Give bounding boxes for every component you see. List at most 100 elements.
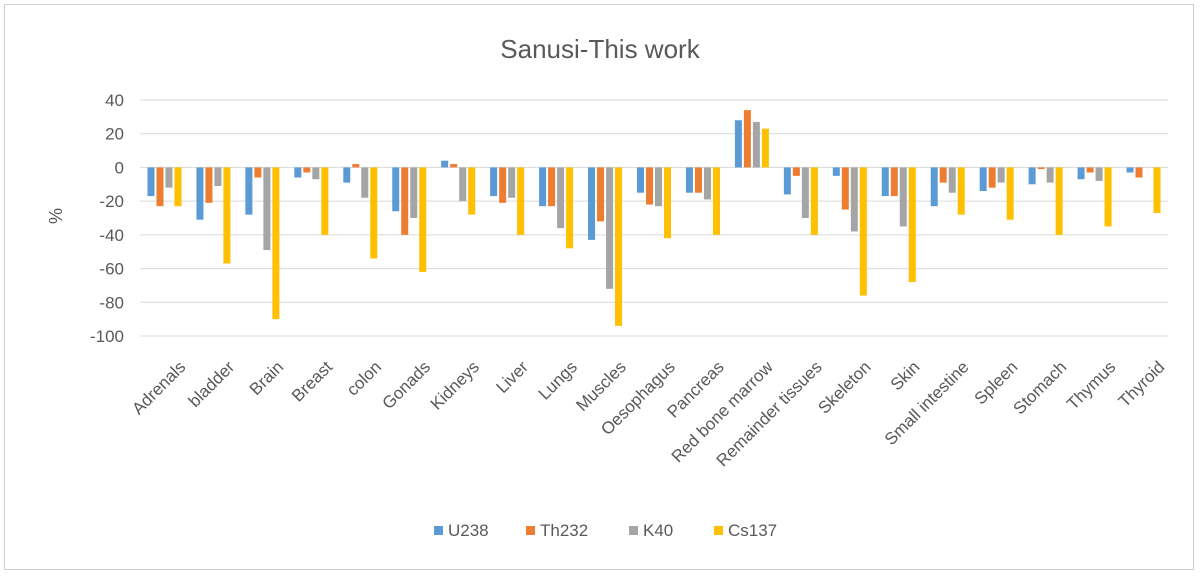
y-tick-label: -100: [90, 327, 124, 346]
x-tick-label: colon: [343, 357, 385, 399]
legend-label: Cs137: [728, 521, 777, 540]
y-tick-label: -80: [99, 293, 124, 312]
bar-th232-15: [890, 167, 898, 197]
bar-k40-18: [1046, 167, 1054, 183]
bar-cs137-13: [810, 167, 818, 235]
bar-th232-17: [988, 167, 996, 188]
bar-cs137-4: [370, 167, 378, 259]
legend-swatch-u238: [434, 526, 443, 535]
bar-u238-8: [539, 167, 547, 207]
bar-u238-15: [881, 167, 889, 197]
x-tick-label: Brain: [246, 357, 287, 398]
chart-title: Sanusi-This work: [500, 34, 700, 64]
y-tick-label: -40: [99, 226, 124, 245]
bar-cs137-19: [1104, 167, 1112, 227]
y-axis-label: %: [46, 208, 66, 224]
x-tick-label: Liver: [492, 357, 532, 397]
bar-cs137-0: [174, 167, 182, 207]
bar-th232-11: [694, 167, 702, 193]
bar-th232-12: [743, 110, 751, 168]
x-tick-label: Kidneys: [427, 357, 483, 413]
bar-k40-13: [801, 167, 809, 218]
bar-k40-8: [557, 167, 565, 229]
bar-u238-0: [147, 167, 155, 197]
bar-cs137-7: [517, 167, 525, 235]
bar-u238-20: [1126, 167, 1134, 173]
bar-k40-11: [703, 167, 711, 200]
bar-cs137-5: [419, 167, 427, 272]
bar-k40-6: [459, 167, 467, 202]
bar-u238-16: [930, 167, 938, 207]
bar-u238-13: [783, 167, 791, 195]
bar-cs137-1: [223, 167, 231, 264]
legend-swatch-k40: [629, 526, 638, 535]
bar-cs137-8: [566, 167, 574, 249]
bar-u238-14: [832, 167, 840, 176]
bar-th232-9: [597, 167, 605, 222]
bar-cs137-2: [272, 167, 280, 320]
x-tick-label: Stomach: [1010, 357, 1071, 418]
bar-cs137-17: [1006, 167, 1014, 220]
x-tick-label: Skin: [887, 357, 924, 394]
bar-k40-15: [899, 167, 907, 227]
x-tick-label: Small intestine: [881, 357, 973, 449]
bar-u238-5: [392, 167, 400, 212]
bar-u238-2: [245, 167, 253, 215]
bar-u238-17: [979, 167, 987, 192]
bar-u238-4: [343, 167, 351, 183]
bar-k40-7: [508, 167, 516, 198]
bar-k40-10: [655, 167, 662, 207]
legend-swatch-th232: [526, 526, 535, 535]
bar-k40-9: [606, 167, 614, 289]
bar-u238-1: [196, 167, 204, 220]
bar-th232-18: [1037, 167, 1045, 170]
bar-u238-12: [734, 120, 742, 168]
bar-u238-19: [1077, 167, 1085, 180]
bar-u238-6: [441, 160, 449, 168]
x-tick-label: Thyroid: [1115, 357, 1169, 411]
bars: [147, 110, 1161, 326]
bar-cs137-14: [859, 167, 867, 296]
y-tick-label: -60: [99, 260, 124, 279]
bar-cs137-10: [664, 167, 671, 239]
bar-th232-19: [1086, 167, 1094, 173]
bar-th232-4: [352, 164, 360, 168]
legend: U238 Th232 K40 Cs137: [434, 521, 777, 540]
bar-th232-2: [254, 167, 262, 178]
bar-k40-3: [312, 167, 320, 180]
legend-label: K40: [643, 521, 673, 540]
x-tick-label: Gonads: [379, 357, 435, 413]
bar-th232-1: [205, 167, 213, 203]
x-tick-label: Adrenals: [128, 357, 189, 418]
bar-cs137-16: [957, 167, 965, 215]
bar-k40-5: [410, 167, 418, 218]
bar-cs137-9: [615, 167, 623, 326]
bar-u238-9: [588, 167, 596, 240]
bar-cs137-6: [468, 167, 476, 215]
x-tick-label: bladder: [185, 357, 239, 411]
y-tick-label: 20: [105, 125, 124, 144]
bar-th232-6: [450, 164, 458, 168]
bar-cs137-20: [1153, 167, 1161, 213]
bar-th232-7: [499, 167, 507, 203]
gridlines: [140, 99, 1168, 337]
bar-cs137-15: [908, 167, 916, 283]
bar-cs137-12: [761, 128, 769, 168]
chart-frame: [4, 4, 1194, 570]
bar-th232-14: [841, 167, 849, 210]
bar-u238-3: [294, 167, 302, 178]
x-tick-label: Lungs: [535, 357, 581, 403]
bar-th232-20: [1135, 167, 1143, 178]
bar-cs137-3: [321, 167, 329, 235]
bar-th232-5: [401, 167, 409, 235]
bar-k40-2: [263, 167, 271, 251]
bar-cs137-18: [1055, 167, 1063, 235]
bar-k40-0: [165, 167, 173, 188]
bar-th232-0: [156, 167, 164, 207]
y-tick-label: -20: [99, 192, 124, 211]
bar-k40-14: [850, 167, 858, 232]
y-tick-label: 40: [105, 91, 124, 110]
bar-u238-18: [1028, 167, 1036, 185]
